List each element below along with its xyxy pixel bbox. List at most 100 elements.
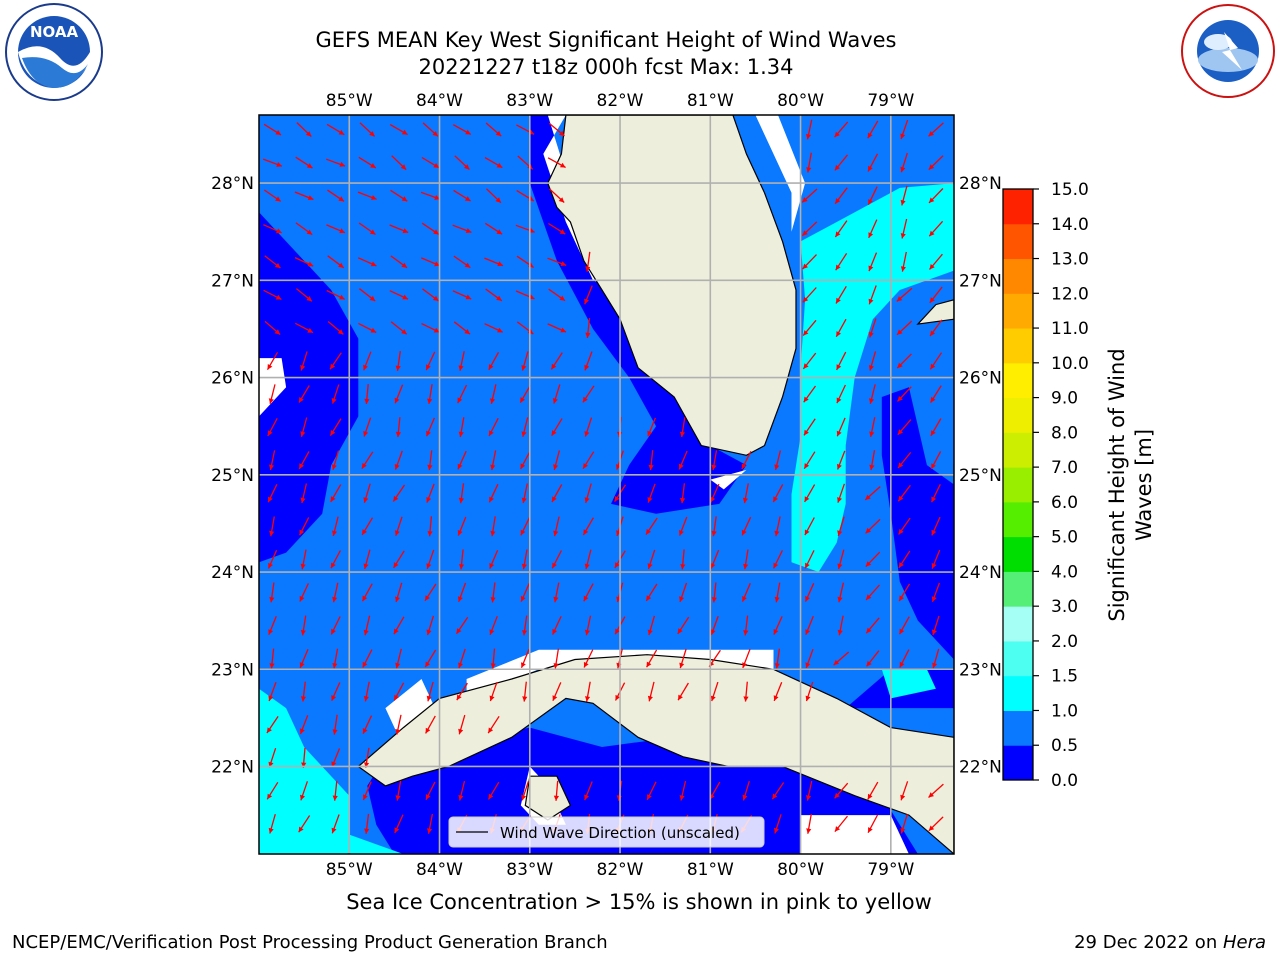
wind-arrow-head (363, 364, 368, 371)
wind-arrow-head (457, 397, 463, 404)
wind-arrow-head (371, 195, 377, 200)
wind-arrow-head (583, 463, 588, 469)
wind-arrow-head (774, 464, 780, 470)
wind-arrow-head (679, 431, 685, 437)
wind-arrow-head (456, 628, 462, 634)
wind-arrow-head (678, 694, 683, 701)
wind-arrow-head (337, 329, 344, 335)
wind-arrow-head (836, 364, 842, 370)
wind-arrow-head (426, 563, 432, 569)
wind-arrow-head (300, 696, 307, 702)
colorbar-swatch (1003, 293, 1033, 329)
wind-arrow-head (362, 529, 367, 535)
lon-label-bottom: 81°W (687, 860, 734, 880)
wind-arrow-head (401, 129, 408, 135)
wind-arrow-head (370, 261, 377, 267)
lat-label-left: 22°N (211, 757, 254, 777)
wind-arrow-head (899, 595, 904, 601)
colorbar-tick-label: 8.0 (1051, 423, 1078, 443)
wind-arrow-head (274, 329, 281, 335)
wind-arrow-head (307, 195, 314, 200)
wind-arrow-head (773, 629, 779, 635)
wind-arrow-head (865, 561, 872, 567)
lon-label-bottom: 82°W (597, 860, 644, 880)
wind-arrow-head (898, 495, 904, 502)
lat-label-right: 25°N (959, 466, 1002, 486)
wind-arrow-head (427, 828, 433, 834)
wind-arrow-head (520, 529, 526, 536)
wind-arrow-head (552, 398, 558, 404)
wind-arrow-head (425, 794, 431, 800)
wind-arrow-head (711, 530, 717, 537)
lat-label-left: 26°N (211, 369, 254, 389)
wind-arrow-head (680, 564, 686, 570)
wind-arrow-head (363, 696, 369, 702)
wind-arrow-head (495, 197, 501, 203)
wind-arrow-head (802, 296, 809, 303)
wind-arrow-head (931, 463, 936, 469)
wind-arrow-head (307, 328, 313, 333)
wind-arrow-head (363, 794, 368, 800)
wind-arrow-head (300, 497, 306, 503)
wind-arrow-head (929, 197, 935, 203)
wind-arrow-head (806, 167, 812, 173)
wind-arrow-head (457, 463, 463, 470)
wind-arrow-head (522, 630, 528, 636)
wind-arrow-head (301, 762, 307, 768)
wind-arrow-head (434, 195, 440, 200)
wind-arrow-head (711, 464, 717, 470)
wind-arrow-head (834, 164, 840, 171)
wind-arrow-head (522, 696, 528, 702)
wind-arrow-head (369, 295, 376, 301)
wind-arrow-head (497, 261, 503, 267)
wind-arrow-head (742, 794, 748, 801)
wind-arrow-head (805, 562, 810, 569)
wind-arrow-head (395, 729, 401, 735)
wind-arrow-head (897, 396, 903, 402)
wind-arrow-head (836, 397, 842, 404)
wind-arrow-head (900, 166, 906, 173)
wind-arrow-head (584, 497, 590, 503)
wind-arrow-head (898, 562, 904, 568)
wind-arrow-head (647, 430, 653, 437)
wind-arrow-head (520, 595, 526, 602)
wind-arrow-head (362, 661, 368, 668)
wind-arrow-head (837, 497, 842, 503)
colorbar: 0.0 0.5 1.0 1.5 2.0 3.0 4.0 5.0 6.0 7.0 8.0 9.0 10.0… (1002, 180, 1156, 791)
lon-label-top: 79°W (867, 91, 914, 111)
wind-arrow-head (363, 563, 369, 569)
wind-arrow-head (710, 629, 716, 635)
wind-arrow-head (300, 563, 306, 570)
wind-arrow-head (773, 695, 779, 701)
wind-arrow-head (332, 729, 338, 735)
wind-arrow-head (900, 233, 906, 239)
wind-arrow-head (837, 530, 843, 536)
wind-arrow-head (897, 362, 903, 369)
wind-arrow-head (867, 793, 873, 800)
wind-arrow-head (268, 496, 273, 503)
wind-arrow-head (426, 695, 432, 702)
wind-arrow-head (741, 529, 747, 536)
colorbar-tick-label: 5.0 (1051, 528, 1078, 548)
colorbar-swatch (1003, 258, 1033, 294)
map-subtitle: 20221227 t18z 000h fcst Max: 1.34 (418, 55, 794, 79)
wind-arrow-head (900, 199, 906, 206)
lat-label-right: 27°N (959, 271, 1002, 291)
colorbar-tick-label: 2.0 (1051, 632, 1078, 652)
wind-arrow-head (897, 329, 903, 335)
wind-arrow-head (521, 431, 527, 437)
wind-arrow-head (458, 431, 464, 437)
wind-arrow-head (401, 262, 407, 268)
wind-arrow-head (553, 795, 559, 801)
wind-arrow-head (434, 261, 440, 267)
wind-arrow-head (646, 529, 651, 535)
wind-arrow-head (869, 464, 875, 470)
wind-arrow-head (331, 562, 336, 569)
colorbar-swatch (1003, 362, 1033, 399)
colorbar-tick-label: 14.0 (1051, 215, 1089, 235)
wind-arrow-head (646, 661, 652, 668)
wind-arrow-head (865, 494, 871, 500)
wind-arrow-head (432, 295, 439, 301)
wind-arrow-head (401, 329, 407, 335)
lat-label-right: 23°N (959, 660, 1002, 680)
